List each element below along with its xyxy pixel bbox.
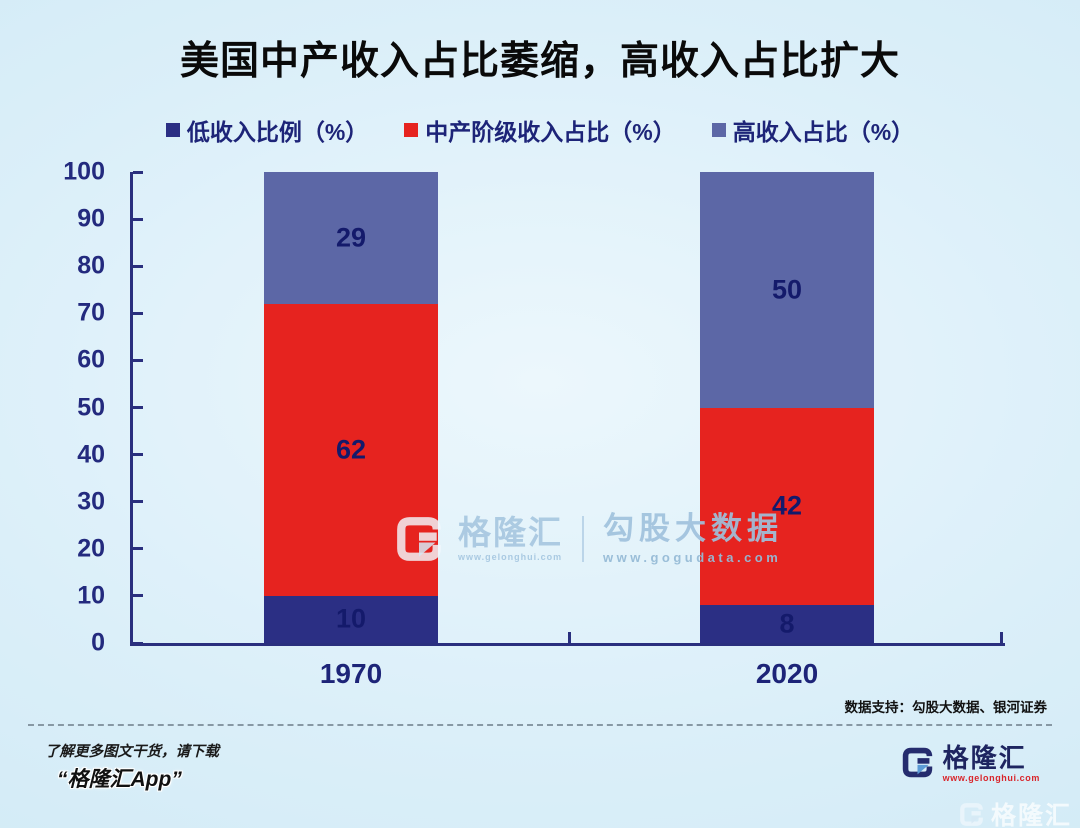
y-axis-tick-mark <box>133 453 143 457</box>
y-axis-tick-mark <box>133 311 143 315</box>
promo-line-2: “格隆汇App” <box>57 768 182 791</box>
legend-label: 低收入比例（%） <box>186 119 369 145</box>
chart-title: 美国中产收入占比萎缩，高收入占比扩大 <box>179 40 900 83</box>
bar-value-label: 8 <box>779 608 795 639</box>
watermark-brand-text: 格隆汇 <box>458 513 563 551</box>
y-axis-tick-mark <box>133 264 143 268</box>
y-axis-tick-label: 50 <box>77 393 105 421</box>
promo-line-1: 了解更多图文干货，请下载 <box>45 744 219 760</box>
y-axis-tick-mark <box>133 170 143 174</box>
y-axis-tick-mark <box>133 547 143 551</box>
stacked-bar-2020: 8 42 50 <box>700 172 874 643</box>
plot-area: 10 62 29 1970 8 42 50 2020 <box>130 170 1005 689</box>
legend-item: 中产阶级收入占比（%） <box>404 113 676 147</box>
x-axis-line <box>130 643 1005 646</box>
source-note: 数据支持：勾股大数据、银河证券 <box>844 700 1048 715</box>
gelonghui-logo-icon <box>397 516 441 561</box>
y-axis-tick-label: 70 <box>77 298 105 327</box>
footer-brand-url: www.gelonghui.com <box>942 773 1040 784</box>
legend: 低收入比例（%） 中产阶级收入占比（%） 高收入占比（%） <box>0 113 1080 147</box>
x-axis-end-tick <box>1000 632 1003 643</box>
legend-swatch <box>165 123 180 137</box>
y-axis-tick-mark <box>133 594 143 598</box>
bar-segment: 8 <box>700 605 874 643</box>
footer-logo: 格隆汇 www.gelonghui.com <box>900 743 1040 784</box>
y-axis-tick-label: 10 <box>77 581 105 610</box>
legend-item: 高收入占比（%） <box>711 113 915 147</box>
footer-divider <box>28 724 1052 726</box>
bar-value-label: 29 <box>335 222 367 253</box>
corner-watermark: 格隆汇 <box>958 796 1072 828</box>
watermark-brand-url: www.gelonghui.com <box>458 552 563 563</box>
legend-item: 低收入比例（%） <box>165 113 369 147</box>
corner-brand-text: 格隆汇 <box>990 802 1072 828</box>
footer-brand-text: 格隆汇 <box>942 743 1027 773</box>
watermark-partner-url: www.gogudata.com <box>603 550 782 566</box>
y-axis-tick-mark <box>133 358 143 362</box>
bar-segment: 50 <box>700 172 874 408</box>
y-axis-tick-mark <box>133 217 143 221</box>
y-axis-tick-mark <box>133 406 143 409</box>
bar-value-label: 50 <box>771 274 803 305</box>
center-watermark: 格隆汇 www.gelonghui.com 勾股大数据 www.gogudata… <box>393 511 783 566</box>
legend-swatch <box>711 123 726 137</box>
legend-swatch <box>404 123 419 137</box>
y-axis-tick-label: 0 <box>91 628 105 657</box>
gelonghui-logo-icon <box>960 802 983 826</box>
stacked-bar-1970: 10 62 29 <box>264 172 438 643</box>
y-axis-tick-label: 90 <box>77 204 105 233</box>
y-axis-tick-label: 20 <box>77 534 105 563</box>
y-axis-tick-label: 40 <box>77 440 105 469</box>
x-category-label: 1970 <box>319 658 383 689</box>
y-axis-tick-label: 100 <box>63 157 105 186</box>
legend-label: 中产阶级收入占比（%） <box>425 119 676 145</box>
y-axis-labels: 100 90 80 70 60 50 40 30 20 10 0 <box>28 159 105 655</box>
y-axis-tick-mark <box>133 500 143 504</box>
legend-label: 高收入占比（%） <box>732 119 915 145</box>
watermark-divider <box>582 515 584 562</box>
y-axis-tick-label: 30 <box>77 487 105 516</box>
x-axis-mid-tick <box>568 632 571 643</box>
bar-segment: 62 <box>264 303 438 596</box>
watermark-partner-text: 勾股大数据 <box>603 511 783 546</box>
bar-value-label: 42 <box>771 490 803 521</box>
y-axis-tick-label: 80 <box>77 251 105 280</box>
y-axis-tick-label: 60 <box>77 345 105 374</box>
y-axis-tick-mark <box>133 641 143 645</box>
bar-segment: 10 <box>264 595 438 643</box>
gelonghui-logo-icon <box>902 747 932 778</box>
x-category-label: 2020 <box>755 658 819 689</box>
y-axis-line <box>130 172 133 646</box>
bar-value-label: 10 <box>335 603 367 634</box>
bar-segment: 42 <box>700 407 874 606</box>
bar-value-label: 62 <box>335 434 367 465</box>
bar-segment: 29 <box>264 172 438 304</box>
